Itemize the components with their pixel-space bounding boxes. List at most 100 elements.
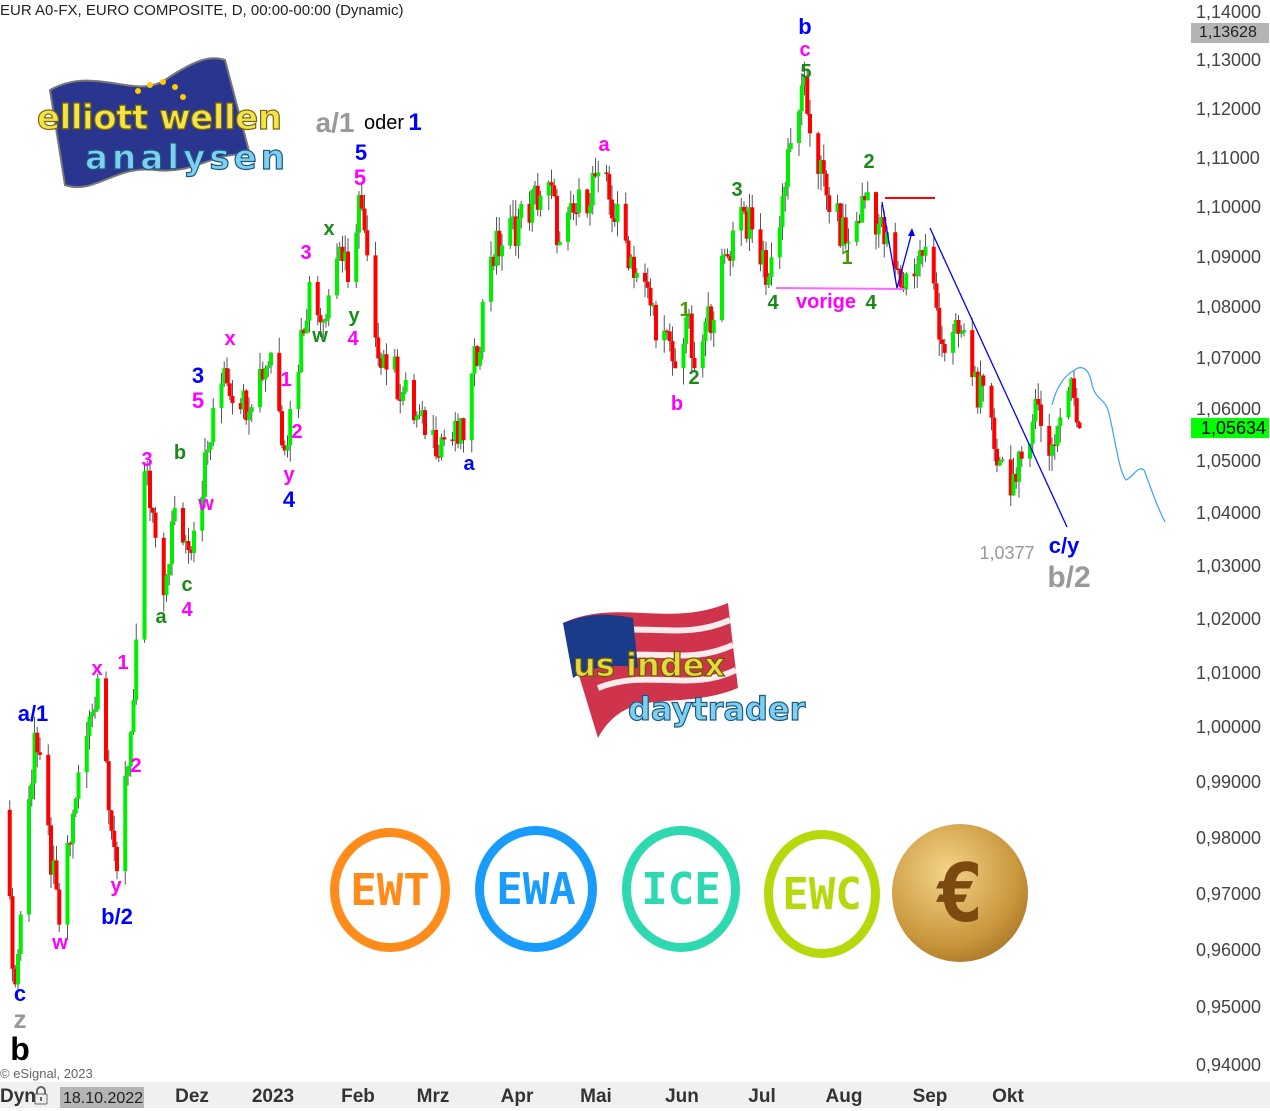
- wave-label: z: [13, 1004, 27, 1034]
- padlock-icon[interactable]: [33, 1085, 49, 1105]
- candle-down: [398, 399, 403, 401]
- candle-down: [956, 320, 961, 334]
- wave-label: 3: [731, 179, 743, 201]
- time-tick: Jul: [748, 1086, 776, 1107]
- time-tick: 2023: [251, 1086, 295, 1107]
- candle-down: [920, 250, 925, 256]
- wave-label: y: [348, 305, 360, 327]
- candle-up: [269, 352, 273, 366]
- candle-up: [951, 331, 955, 353]
- previous-wave4-line: [775, 287, 906, 290]
- candle-up: [458, 418, 463, 444]
- candle-up: [634, 272, 639, 278]
- candle-up: [720, 255, 724, 321]
- candle-down: [1052, 444, 1057, 447]
- candle-up: [431, 429, 436, 436]
- candle-down: [68, 843, 73, 845]
- candle-up: [172, 507, 177, 522]
- candle-up: [1055, 426, 1060, 446]
- wave-label: x: [224, 328, 236, 350]
- candle-up: [706, 306, 711, 322]
- wave-label: x: [91, 658, 103, 680]
- candle-up: [145, 470, 150, 473]
- ewc-badge: EWC: [764, 830, 880, 958]
- candle-up: [915, 264, 920, 277]
- candle-up: [846, 241, 851, 244]
- candle-down: [758, 229, 763, 265]
- time-tick: Feb: [341, 1086, 375, 1107]
- candle-up: [835, 203, 840, 212]
- candle-down: [670, 341, 675, 362]
- candle-up: [343, 251, 348, 261]
- candle-up: [596, 172, 601, 177]
- candle-down: [857, 221, 862, 223]
- time-axis[interactable]: Dyn 18.10.2022 Dez 2023 Feb Mrz Apr Mai Jun Jul…: [0, 1082, 1270, 1108]
- candle-down: [970, 330, 975, 378]
- candle-up: [489, 256, 493, 302]
- candle-down: [115, 847, 119, 872]
- candle-up: [1058, 417, 1063, 427]
- wave-label: y: [110, 875, 122, 897]
- candle-down: [808, 113, 812, 134]
- wave-label: 4: [282, 487, 296, 512]
- candle-up: [247, 411, 251, 421]
- us-index-daytrader-logo: us index daytrader: [558, 598, 858, 748]
- dynamic-label[interactable]: Dyn: [0, 1086, 36, 1107]
- wave-label: a/1: [17, 701, 49, 726]
- price-tick: 1,04000: [1196, 503, 1262, 524]
- price-tick: 1,13000: [1196, 50, 1262, 71]
- wave-label: 5: [800, 61, 812, 83]
- candle-down: [898, 268, 903, 287]
- candle-up: [885, 232, 889, 245]
- wave-label: w: [312, 325, 328, 347]
- candle-up: [211, 407, 216, 443]
- candle-up: [324, 318, 328, 322]
- price-tick: 0,96000: [1196, 940, 1262, 961]
- price-tick: 1,11000: [1196, 147, 1260, 168]
- chart-title: EUR A0-FX, EURO COMPOSITE, D, 00:00-00:0…: [0, 2, 404, 19]
- ice-badge: ICE: [622, 826, 740, 952]
- candle-down: [412, 379, 416, 421]
- candle-down: [824, 173, 829, 196]
- candle-up: [629, 256, 634, 269]
- candle-down: [7, 809, 12, 897]
- candle-up: [420, 410, 425, 415]
- candle-down: [1039, 404, 1043, 426]
- candle-down: [535, 185, 540, 210]
- price-axis[interactable]: 1,14000 1,13000 1,12000 1,11000 1,10000 1,090…: [1190, 0, 1270, 1082]
- candle-down: [54, 860, 59, 890]
- candle-up: [167, 563, 172, 576]
- candle-down: [750, 207, 755, 230]
- candle-up: [615, 203, 620, 222]
- candle-up: [1017, 451, 1021, 482]
- candle-down: [604, 172, 609, 174]
- time-tick: Jun: [665, 1086, 699, 1107]
- candle-down: [315, 281, 320, 316]
- candle-down: [764, 250, 768, 285]
- candle-down: [109, 810, 114, 831]
- candle-up: [557, 241, 562, 246]
- candle-down: [181, 507, 185, 543]
- candle-down: [552, 185, 557, 197]
- candle-down: [436, 456, 441, 458]
- candle-down: [225, 368, 229, 384]
- candle-up: [997, 460, 1002, 466]
- candle-down: [981, 375, 986, 386]
- candle-up: [401, 391, 405, 401]
- candle-down: [838, 203, 843, 246]
- candle-up: [472, 346, 477, 374]
- candle-down: [1036, 398, 1041, 405]
- candle-down: [230, 396, 235, 404]
- candle-down: [150, 508, 155, 513]
- candle-up: [32, 732, 37, 784]
- candle-up: [414, 415, 419, 421]
- candle-up: [865, 192, 870, 201]
- price-tick: 0,97000: [1196, 883, 1262, 904]
- time-tick: Mrz: [416, 1086, 450, 1107]
- candle-down: [607, 173, 612, 200]
- candle-down: [728, 256, 733, 261]
- wave-path-line: [881, 201, 913, 289]
- candle-up: [51, 860, 56, 875]
- candle-down: [491, 256, 496, 266]
- wave-label: c/y: [1048, 533, 1080, 558]
